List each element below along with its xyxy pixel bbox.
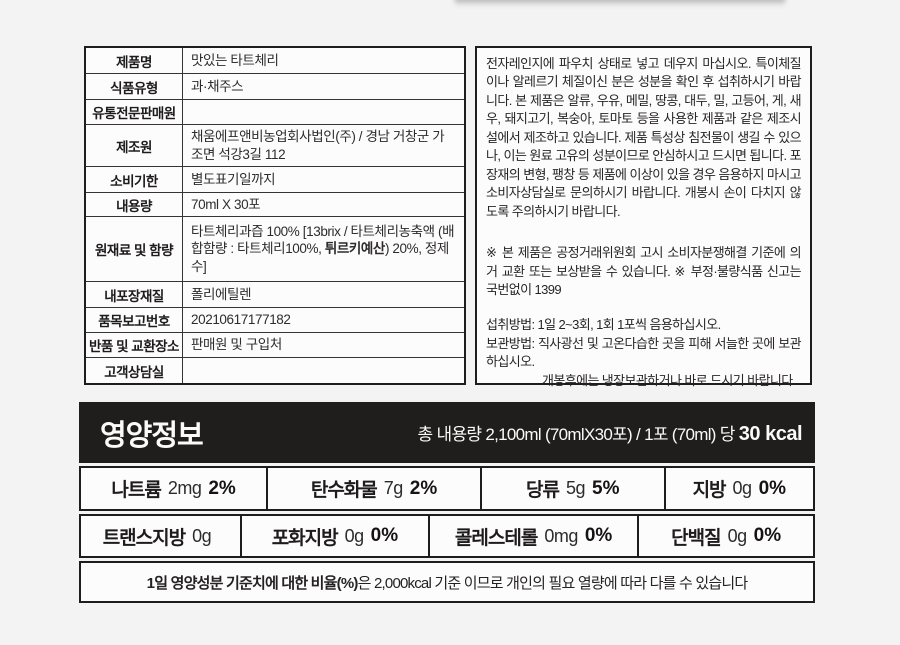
table-row-report-number: 품목보고번호 20210617177182 xyxy=(86,308,464,333)
nutrient-protein: 단백질 0g 0% xyxy=(637,516,813,556)
table-row-packaging: 내포장재질 폴리에틸렌 xyxy=(86,282,464,308)
exchange-paragraph: ※ 본 제품은 공정거래위원회 고시 소비자분쟁해결 기준에 의거 교환 또는 … xyxy=(486,245,802,297)
nutrient-cholesterol: 콜레스테롤 0mg 0% xyxy=(427,516,637,556)
row-label: 반품 및 교환장소 xyxy=(86,333,183,357)
product-info-section: 제품명 맛있는 타트체리 식품유형 과·채주스 유통전문판매원 제조원 채움에프… xyxy=(84,46,812,388)
serving-info: 총 내용량 2,100ml (70mlX30포) / 1포 (70ml) 당 3… xyxy=(417,420,803,446)
nutrition-header-bar: 영양정보 총 내용량 2,100ml (70mlX30포) / 1포 (70ml… xyxy=(79,402,815,463)
footnote-bold: 1일 영양성분 기준치에 대한 비율(%) xyxy=(146,574,359,592)
notice-box: 전자레인지에 파우치 상태로 넣고 데우지 마십시오. 특이체질이나 알레르기 … xyxy=(475,46,812,388)
row-label: 고객상담실 xyxy=(86,358,183,383)
daily-value-footnote: 1일 영양성분 기준치에 대한 비율(%)은 2,000kcal 기준 이므로 … xyxy=(79,561,815,603)
row-value: 타트체리과즙 100% [13brix / 타트체리농축액 (배합함량 : 타트… xyxy=(183,217,464,281)
row-value xyxy=(183,100,464,124)
footnote-rest: 은 2,000kcal 기준 이므로 개인의 필요 열량에 따라 다를 수 있습… xyxy=(357,574,749,592)
table-row-product-name: 제품명 맛있는 타트체리 xyxy=(86,48,464,74)
ingredients-text-tail: ) 20%, 정제수] xyxy=(191,241,449,274)
row-label: 원재료 및 함량 xyxy=(86,217,183,281)
row-label: 제품명 xyxy=(86,48,183,73)
row-value: 판매원 및 구입처 xyxy=(191,337,282,353)
serving-text: 총 내용량 2,100ml (70mlX30포) / 1포 (70ml) 당 xyxy=(417,424,739,444)
nutrient-sugars: 당류 5g 5% xyxy=(479,468,664,509)
row-label: 식품유형 xyxy=(86,74,183,99)
storage-method: 보관방법: 직사광선 및 고온다습한 곳을 피해 서늘한 곳에 보관하십시오. xyxy=(486,335,802,370)
caution-paragraph: 전자레인지에 파우치 상태로 넣고 데우지 마십시오. 특이체질이나 알레르기 … xyxy=(486,56,802,219)
row-value: 맛있는 타트체리 xyxy=(191,52,279,68)
row-label: 내포장재질 xyxy=(86,282,183,307)
row-value: 70ml X 30포 xyxy=(191,196,261,212)
nutrient-trans-fat: 트랜스지방 0g xyxy=(102,525,212,549)
ingredients-origin-bold: 튀르키예산 xyxy=(324,241,386,257)
usage-paragraph: 섭취방법: 1일 2~3회, 1회 1포씩 음용하십시오. 보관방법: 직사광선… xyxy=(486,316,802,390)
table-row-manufacturer: 제조원 채움에프앤비농업회사법인(주) / 경남 거창군 가조면 석강3길 11… xyxy=(86,125,464,167)
kcal-value: 30 kcal xyxy=(738,422,803,445)
nutrition-title: 영양정보 xyxy=(100,419,204,452)
row-value xyxy=(183,358,464,383)
table-row-ingredients: 원재료 및 함량 타트체리과즙 100% [13brix / 타트체리농축액 (… xyxy=(86,217,464,282)
row-value: 과·채주스 xyxy=(191,78,244,94)
storage-method-cont: 개봉후에는 냉장보관하거나 바로 드시기 바랍니다. xyxy=(542,372,796,388)
ingredients-text: 타트체리과즙 100% [13brix / 타트체리농축액 (배합함량 : 타트… xyxy=(191,223,455,257)
table-row-distributor: 유통전문판매원 xyxy=(86,100,464,125)
row-value: 별도표기일까지 xyxy=(191,171,276,187)
table-row-net-content: 내용량 70ml X 30포 xyxy=(86,193,464,217)
nutrition-facts-section: 영양정보 총 내용량 2,100ml (70mlX30포) / 1포 (70ml… xyxy=(79,402,815,603)
table-row-expiry: 소비기한 별도표기일까지 xyxy=(86,167,464,193)
row-label: 내용량 xyxy=(86,193,183,216)
row-value: 20210617177182 xyxy=(191,312,291,328)
row-label: 유통전문판매원 xyxy=(86,100,183,124)
nutrient-sodium: 나트륨 2mg 2% xyxy=(111,477,236,502)
row-value: 채움에프앤비농업회사법인(주) / 경남 거창군 가조면 석강3길 112 xyxy=(191,128,445,162)
row-value: 폴리에틸렌 xyxy=(191,286,252,302)
row-label: 품목보고번호 xyxy=(86,308,183,332)
nutrition-row-1: 나트륨 2mg 2% 탄수화물 7g 2% 당류 5g 5% 지방 0g 0% xyxy=(79,466,815,511)
table-row-returns: 반품 및 교환장소 판매원 및 구입처 xyxy=(86,333,464,358)
nutrition-row-2: 트랜스지방 0g 포화지방 0g 0% 콜레스테롤 0mg 0% 단백질 0g … xyxy=(79,514,815,558)
nutrient-carbohydrate: 탄수화물 7g 2% xyxy=(266,468,480,509)
row-label: 제조원 xyxy=(86,125,183,166)
intake-method: 섭취방법: 1일 2~3회, 1회 1포씩 음용하십시오. xyxy=(486,317,721,333)
nutrient-fat: 지방 0g 0% xyxy=(663,468,813,509)
product-info-table: 제품명 맛있는 타트체리 식품유형 과·채주스 유통전문판매원 제조원 채움에프… xyxy=(84,46,466,385)
row-label: 소비기한 xyxy=(86,167,183,192)
table-row-food-type: 식품유형 과·채주스 xyxy=(86,74,464,100)
table-row-customer-service: 고객상담실 xyxy=(86,358,464,383)
nutrient-saturated-fat: 포화지방 0g 0% xyxy=(239,516,428,556)
cutoff-artifact xyxy=(455,0,785,7)
